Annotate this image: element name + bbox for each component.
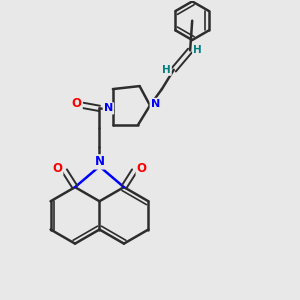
Text: H: H [193, 45, 202, 56]
Text: N: N [104, 103, 113, 113]
Text: N: N [151, 99, 160, 109]
Text: O: O [137, 162, 147, 175]
Text: H: H [162, 65, 171, 75]
Text: O: O [52, 162, 62, 175]
Text: O: O [72, 98, 82, 110]
Text: N: N [94, 155, 104, 168]
